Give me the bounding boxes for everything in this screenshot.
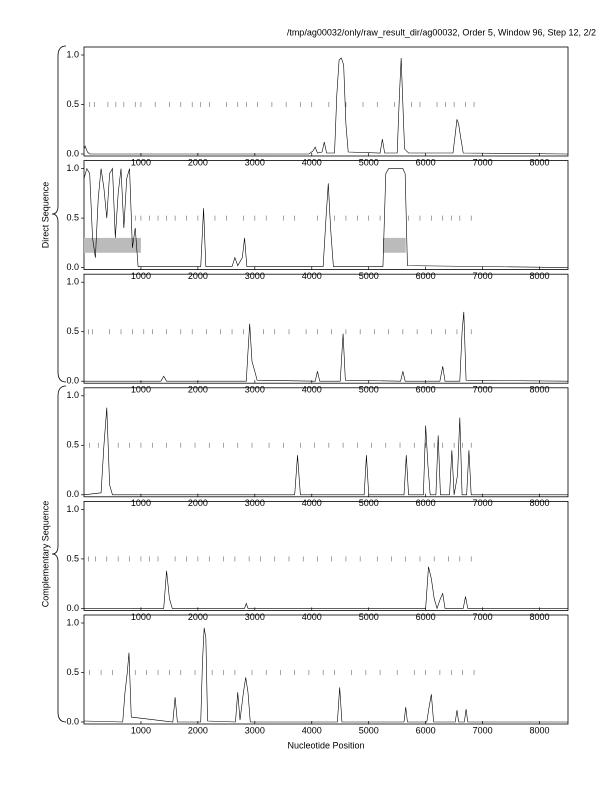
x-tick-label: 7000 xyxy=(473,725,493,735)
y-tick-label: 0.5 xyxy=(66,553,79,563)
x-tick-label: 8000 xyxy=(530,157,550,167)
x-tick-label: 4000 xyxy=(302,385,322,395)
y-tick-label: 1.0 xyxy=(66,277,79,287)
highlight-region xyxy=(84,237,141,253)
x-tick-label: 4000 xyxy=(302,157,322,167)
x-tick-label: 3000 xyxy=(245,725,265,735)
x-tick-label: 3000 xyxy=(245,271,265,281)
x-tick-label: 3000 xyxy=(245,385,265,395)
x-tick-label: 1000 xyxy=(131,157,151,167)
frame xyxy=(83,500,569,611)
brace xyxy=(51,385,67,723)
x-tick-label: 2000 xyxy=(188,385,208,395)
y-tick-label: 0.5 xyxy=(66,440,79,450)
brace xyxy=(51,45,67,383)
trace xyxy=(83,167,569,268)
y-tick-label: 1.0 xyxy=(66,163,79,173)
y-tick-label: 1.0 xyxy=(66,49,79,59)
frame xyxy=(83,160,569,271)
group-label: Direct Sequence xyxy=(40,182,50,249)
y-tick-label: 0.5 xyxy=(66,667,79,677)
x-tick-label: 2000 xyxy=(188,725,208,735)
x-tick-label: 6000 xyxy=(416,385,436,395)
trace xyxy=(83,407,568,496)
x-tick-label: 8000 xyxy=(530,498,550,508)
x-tick-label: 8000 xyxy=(530,271,550,281)
x-tick-label: 2000 xyxy=(188,498,208,508)
x-tick-label: 3000 xyxy=(245,498,265,508)
x-tick-label: 7000 xyxy=(473,385,493,395)
frame xyxy=(83,387,569,498)
highlight-region xyxy=(382,237,406,253)
y-tick-label: 0.0 xyxy=(66,603,79,613)
x-tick-label: 1000 xyxy=(131,385,151,395)
x-tick-label: 8000 xyxy=(530,385,550,395)
y-tick-label: 1.0 xyxy=(66,504,79,514)
y-tick-label: 0.0 xyxy=(66,148,79,158)
x-tick-label: 6000 xyxy=(416,271,436,281)
trace xyxy=(83,627,568,723)
x-tick-label: 6000 xyxy=(416,157,436,167)
y-tick-label: 0.0 xyxy=(66,716,79,726)
x-tick-label: 3000 xyxy=(245,157,265,167)
y-tick-label: 0.0 xyxy=(66,262,79,272)
x-tick-label: 6000 xyxy=(416,498,436,508)
x-tick-label: 6000 xyxy=(416,612,436,622)
trace xyxy=(84,566,568,610)
x-axis-label: Nucleotide Position xyxy=(287,740,364,750)
x-tick-label: 6000 xyxy=(416,725,436,735)
x-tick-label: 4000 xyxy=(302,725,322,735)
x-tick-label: 4000 xyxy=(302,612,322,622)
x-tick-label: 2000 xyxy=(188,612,208,622)
x-tick-label: 5000 xyxy=(359,612,379,622)
x-tick-label: 7000 xyxy=(473,498,493,508)
x-tick-label: 5000 xyxy=(359,385,379,395)
x-tick-label: 7000 xyxy=(473,157,493,167)
y-tick-label: 1.0 xyxy=(66,390,79,400)
y-tick-label: 0.5 xyxy=(66,212,79,222)
x-tick-label: 1000 xyxy=(131,271,151,281)
x-tick-label: 8000 xyxy=(530,725,550,735)
frame xyxy=(83,273,569,384)
x-tick-label: 5000 xyxy=(359,157,379,167)
x-tick-label: 4000 xyxy=(302,498,322,508)
frame xyxy=(83,46,569,157)
x-tick-label: 7000 xyxy=(473,612,493,622)
x-tick-label: 8000 xyxy=(530,612,550,622)
x-tick-label: 1000 xyxy=(131,498,151,508)
frame xyxy=(83,614,569,725)
y-tick-label: 0.5 xyxy=(66,326,79,336)
x-tick-label: 5000 xyxy=(359,271,379,281)
trace xyxy=(83,57,569,155)
x-tick-label: 5000 xyxy=(359,725,379,735)
x-tick-label: 2000 xyxy=(188,157,208,167)
group-label: Complementary Sequence xyxy=(40,501,50,608)
x-tick-label: 1000 xyxy=(131,725,151,735)
x-tick-label: 2000 xyxy=(188,271,208,281)
x-tick-label: 7000 xyxy=(473,271,493,281)
x-tick-label: 3000 xyxy=(245,612,265,622)
x-tick-label: 4000 xyxy=(302,271,322,281)
y-tick-label: 1.0 xyxy=(66,617,79,627)
x-tick-label: 5000 xyxy=(359,498,379,508)
header: /tmp/ag00032/only/raw_result_dir/ag00032… xyxy=(287,27,596,37)
y-tick-label: 0.0 xyxy=(66,376,79,386)
trace xyxy=(84,311,569,382)
y-tick-label: 0.0 xyxy=(66,489,79,499)
y-tick-label: 0.5 xyxy=(66,99,79,109)
x-tick-label: 1000 xyxy=(131,612,151,622)
